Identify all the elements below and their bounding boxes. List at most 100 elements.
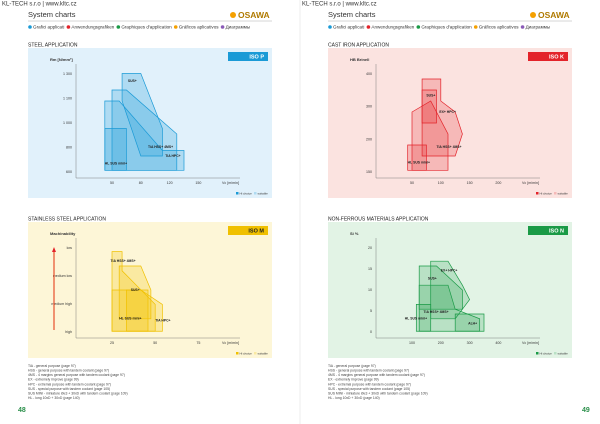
y-tick-label: 200 [366,137,372,141]
legend-dot [473,25,478,29]
site-header: KL-TECH s.r.o | www.kltc.cz [2,2,77,8]
key-label: Hi choice [540,351,553,355]
legend-dot [173,25,178,29]
application-region [104,128,127,171]
x-tick-label: 50 [110,181,114,185]
y-tick-label: medium low [53,274,73,278]
arrow-head [52,247,56,252]
key-label: Hi choice [240,191,253,195]
application-region [407,144,427,171]
footnote: SUS MINI - miniature Ø≤3 + 30xD with tan… [328,391,428,395]
x-tick-label: 300 [467,341,473,345]
x-tick-label: 400 [495,341,501,345]
y-tick-label: 0 [370,330,372,334]
key-swatch [254,352,257,355]
legend-dot [416,25,421,29]
footnote: HSS - general purpose with tandem coolan… [328,368,409,372]
legend-dot [116,25,121,29]
x-axis-label: Vc [m/min] [222,341,239,345]
panel-background [28,222,272,358]
application-region [421,78,463,157]
x-tick-label: 100 [409,341,415,345]
key-label: suitable [258,351,269,355]
page-number: 49 [582,407,590,414]
y-tick-label: 1 000 [63,121,72,125]
legend-item: Gráficos aplicativos [479,25,520,30]
footnote: SUS - special purpose with tandem coolan… [328,387,410,391]
region-label: HL SUS mini+ [105,162,127,166]
legend-item: Grafici applicati [33,25,64,30]
panel-title: STEEL APPLICATION [28,42,78,48]
y-tick-label: 20 [368,246,372,250]
region-label: HL SUS mini+ [119,317,141,321]
x-tick-label: 50 [153,341,157,345]
region-label: HL SUS mini+ [405,317,427,321]
key-label: suitable [558,191,569,195]
x-axis-label: Vc [m/min] [222,181,239,185]
footnote: 4MS - 4 margins general purpose with tan… [28,373,125,377]
x-tick-label: 200 [495,181,501,185]
iso-tag-bg [528,226,568,235]
key-swatch [536,352,539,355]
region-label: TiA HSS+ 4MS+ [436,145,461,149]
section-title: System charts [328,10,376,19]
x-tick-label: 50 [410,181,414,185]
logo-mark [230,12,236,18]
key-swatch [554,192,557,195]
panel-title: CAST IRON APPLICATION [328,42,389,48]
page-number: 48 [18,407,26,414]
x-tick-label: 150 [467,181,473,185]
region-label: TiA HSS+ 4MS+ [424,310,449,314]
application-region [121,73,163,157]
region-label: TiA HSS+ 4MS+ [148,145,173,149]
y-tick-label: low [67,246,73,250]
key-swatch [536,192,539,195]
panel-background [328,48,572,198]
legend-item: Grafici applicati [333,25,364,30]
footnote: EX - extremely improve (page 99) [28,378,79,382]
y-tick-label: 800 [66,145,72,149]
y-axis-label: Si % [350,231,359,236]
y-tick-label: 1 100 [63,96,72,100]
logo: OSAWA [238,10,270,20]
y-axis-label: HB Brinell [350,57,369,62]
application-region [126,289,163,332]
footnote: TiA - general purpose (page 97) [28,364,76,368]
legend-dot [328,25,332,29]
footnote: HSS - general purpose with tandem coolan… [28,368,109,372]
region-label: HL SUS mini+ [408,160,430,164]
y-axis-label: Rm [N/mm²] [50,57,73,62]
legend-item: Graphiques d'application [421,25,472,30]
footnote: 4MS - 4 margins general purpose with tan… [328,373,425,377]
key-swatch [236,192,239,195]
logo-mark [530,12,536,18]
footnote: SUS - special purpose with tandem coolan… [28,387,110,391]
y-tick-label: 150 [366,170,372,174]
panel-title: STAINLESS STEEL APPLICATION [28,216,106,222]
application-region [118,265,152,320]
y-tick-label: medium high [51,302,72,306]
region-label: SUS+ [131,288,140,292]
application-region [454,313,485,332]
y-tick-label: 15 [368,267,372,271]
y-tick-label: 5 [370,309,372,313]
x-tick-label: 120 [167,181,173,185]
region-label: SUS+ [428,276,437,280]
region-label: ALH+ [468,321,477,325]
panel-background [28,48,272,198]
footnote: HPC - extremal purpose with tandem coola… [28,382,111,386]
legend-dot [220,25,225,29]
region-label: TiA HPC+ [165,154,180,158]
region-label: SUS+ [128,79,137,83]
iso-tag: ISO M [248,228,264,234]
footnote: EX - extremely improve (page 99) [328,378,379,382]
footnote: HPC - extremal purpose with tandem coola… [328,382,411,386]
region-label: EX+ HPC+ [441,269,458,273]
key-label: suitable [258,191,269,195]
legend-item: Anwendungsgrafiken [71,25,114,30]
legend-item: Anwendungsgrafiken [371,25,414,30]
logo: OSAWA [538,10,570,20]
key-label: Hi choice [240,351,253,355]
iso-tag: ISO N [549,228,564,234]
key-swatch [254,192,257,195]
